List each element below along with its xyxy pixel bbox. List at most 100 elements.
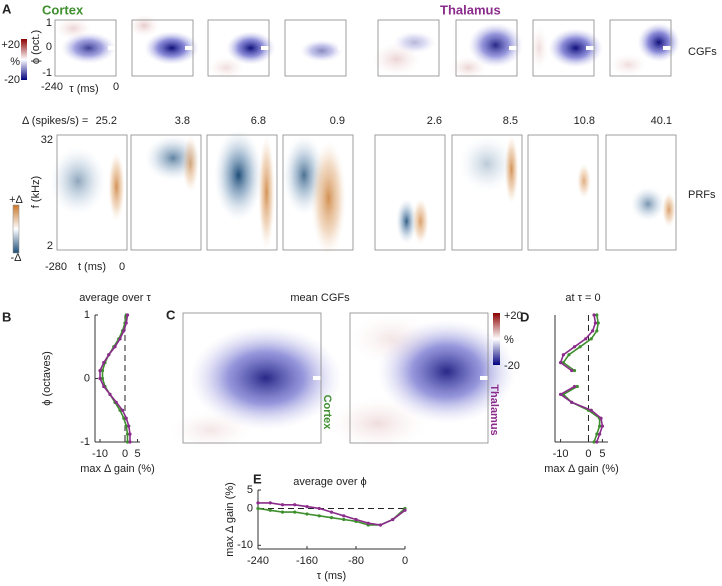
data-point xyxy=(589,408,593,412)
heatmap-notch xyxy=(108,46,116,50)
heatmap-blob xyxy=(548,28,604,68)
data-point xyxy=(561,353,565,357)
delta-value: 3.8 xyxy=(175,115,190,127)
data-point xyxy=(558,392,563,396)
x-axis-label: max Δ gain (%) xyxy=(544,463,619,475)
data-point xyxy=(595,440,599,444)
heatmap-blob xyxy=(300,39,343,62)
axis-label: ϕ (oct.) xyxy=(30,30,42,64)
heatmap-notch xyxy=(480,376,488,380)
data-point xyxy=(578,345,582,349)
panel-label: C xyxy=(166,307,176,322)
chart-title: average over ϕ xyxy=(293,476,366,488)
series-line xyxy=(559,314,604,443)
panel-label: E xyxy=(253,471,262,486)
data-point xyxy=(125,440,130,444)
data-point xyxy=(124,321,128,325)
x-axis-label: τ (ms) xyxy=(317,570,346,582)
delta-value: 6.8 xyxy=(251,115,266,127)
tick-label: 0 xyxy=(119,261,125,273)
y-axis-label: ϕ (octaves) xyxy=(41,351,53,405)
heatmap-blob xyxy=(637,22,681,62)
x-tick-label: 5 xyxy=(134,448,140,460)
data-point xyxy=(98,368,102,373)
colorbar-label: +20 xyxy=(504,310,523,322)
data-point xyxy=(570,368,574,373)
data-point xyxy=(98,376,102,381)
heatmap-blob xyxy=(396,198,417,245)
heatmap-frame xyxy=(609,19,672,77)
colorbar-label: -20 xyxy=(4,74,20,86)
data-point xyxy=(124,416,128,420)
data-point xyxy=(354,517,358,522)
data-point xyxy=(589,337,593,341)
data-point xyxy=(122,329,126,333)
heatmap-blob xyxy=(128,14,160,37)
data-point xyxy=(329,510,334,514)
data-point xyxy=(584,337,588,341)
tick-label: 2 xyxy=(47,240,53,252)
heatmap-blob xyxy=(50,146,106,216)
data-point xyxy=(102,361,106,365)
series-line xyxy=(101,314,129,442)
heatmap-frame xyxy=(605,134,677,251)
thalamus-label: Thalamus xyxy=(440,2,501,17)
y-tick-label: -1 xyxy=(80,436,90,448)
heatmap-blob xyxy=(182,135,199,193)
data-point xyxy=(113,345,117,349)
data-point xyxy=(128,440,132,444)
tick-label: -1 xyxy=(42,67,52,79)
data-point xyxy=(108,392,112,396)
heatmap-blob xyxy=(529,25,549,71)
row-label: PRFs xyxy=(688,189,716,201)
x-tick-label: 0 xyxy=(122,448,128,460)
x-tick-label: 0 xyxy=(402,555,408,567)
data-point xyxy=(305,504,309,509)
series-line xyxy=(562,314,601,443)
data-point xyxy=(572,345,577,349)
colorbar-label: +Δ xyxy=(9,194,23,206)
data-point xyxy=(596,321,600,325)
delta-value: 40.1 xyxy=(651,115,672,127)
data-point xyxy=(570,400,574,404)
heatmap-frame xyxy=(182,312,322,444)
colorbar-label: % xyxy=(504,334,514,346)
data-point xyxy=(558,361,563,365)
colorbar xyxy=(12,204,20,254)
heatmap-blob xyxy=(610,53,647,76)
colorbar-label: % xyxy=(10,56,20,68)
heatmap-blob xyxy=(258,135,275,250)
tick-label: -280 xyxy=(45,261,67,273)
cortex-label: Cortex xyxy=(42,2,84,17)
x-tick-label: -10 xyxy=(92,448,108,460)
heatmap-notch xyxy=(338,46,346,50)
y-tick-label: 1 xyxy=(84,309,90,321)
heatmap-blob xyxy=(61,32,116,64)
heatmap-blob xyxy=(55,17,92,40)
series-line xyxy=(258,502,406,526)
panel-label: D xyxy=(520,309,529,324)
heatmap-frame xyxy=(374,134,446,251)
data-point xyxy=(256,501,260,505)
heatmap-notch xyxy=(509,46,517,50)
colorbar-label: +20 xyxy=(1,39,20,51)
colorbar xyxy=(21,39,27,80)
y-tick-label: 5 xyxy=(247,484,253,496)
data-point xyxy=(591,329,595,333)
heatmap-blob xyxy=(311,140,346,256)
heatmap-notch xyxy=(663,46,671,50)
data-point xyxy=(268,501,272,505)
data-point xyxy=(592,313,596,317)
tick-label: 1 xyxy=(46,17,52,29)
heatmap-blob xyxy=(189,326,342,430)
heatmap-blob xyxy=(208,56,245,79)
data-point xyxy=(378,523,383,527)
data-point xyxy=(118,408,122,412)
panel-label: A xyxy=(2,1,12,16)
data-point xyxy=(114,400,118,404)
data-point xyxy=(107,353,111,357)
heatmap-notch xyxy=(431,46,439,50)
heatmap-blob xyxy=(226,31,276,65)
data-point xyxy=(122,416,126,420)
